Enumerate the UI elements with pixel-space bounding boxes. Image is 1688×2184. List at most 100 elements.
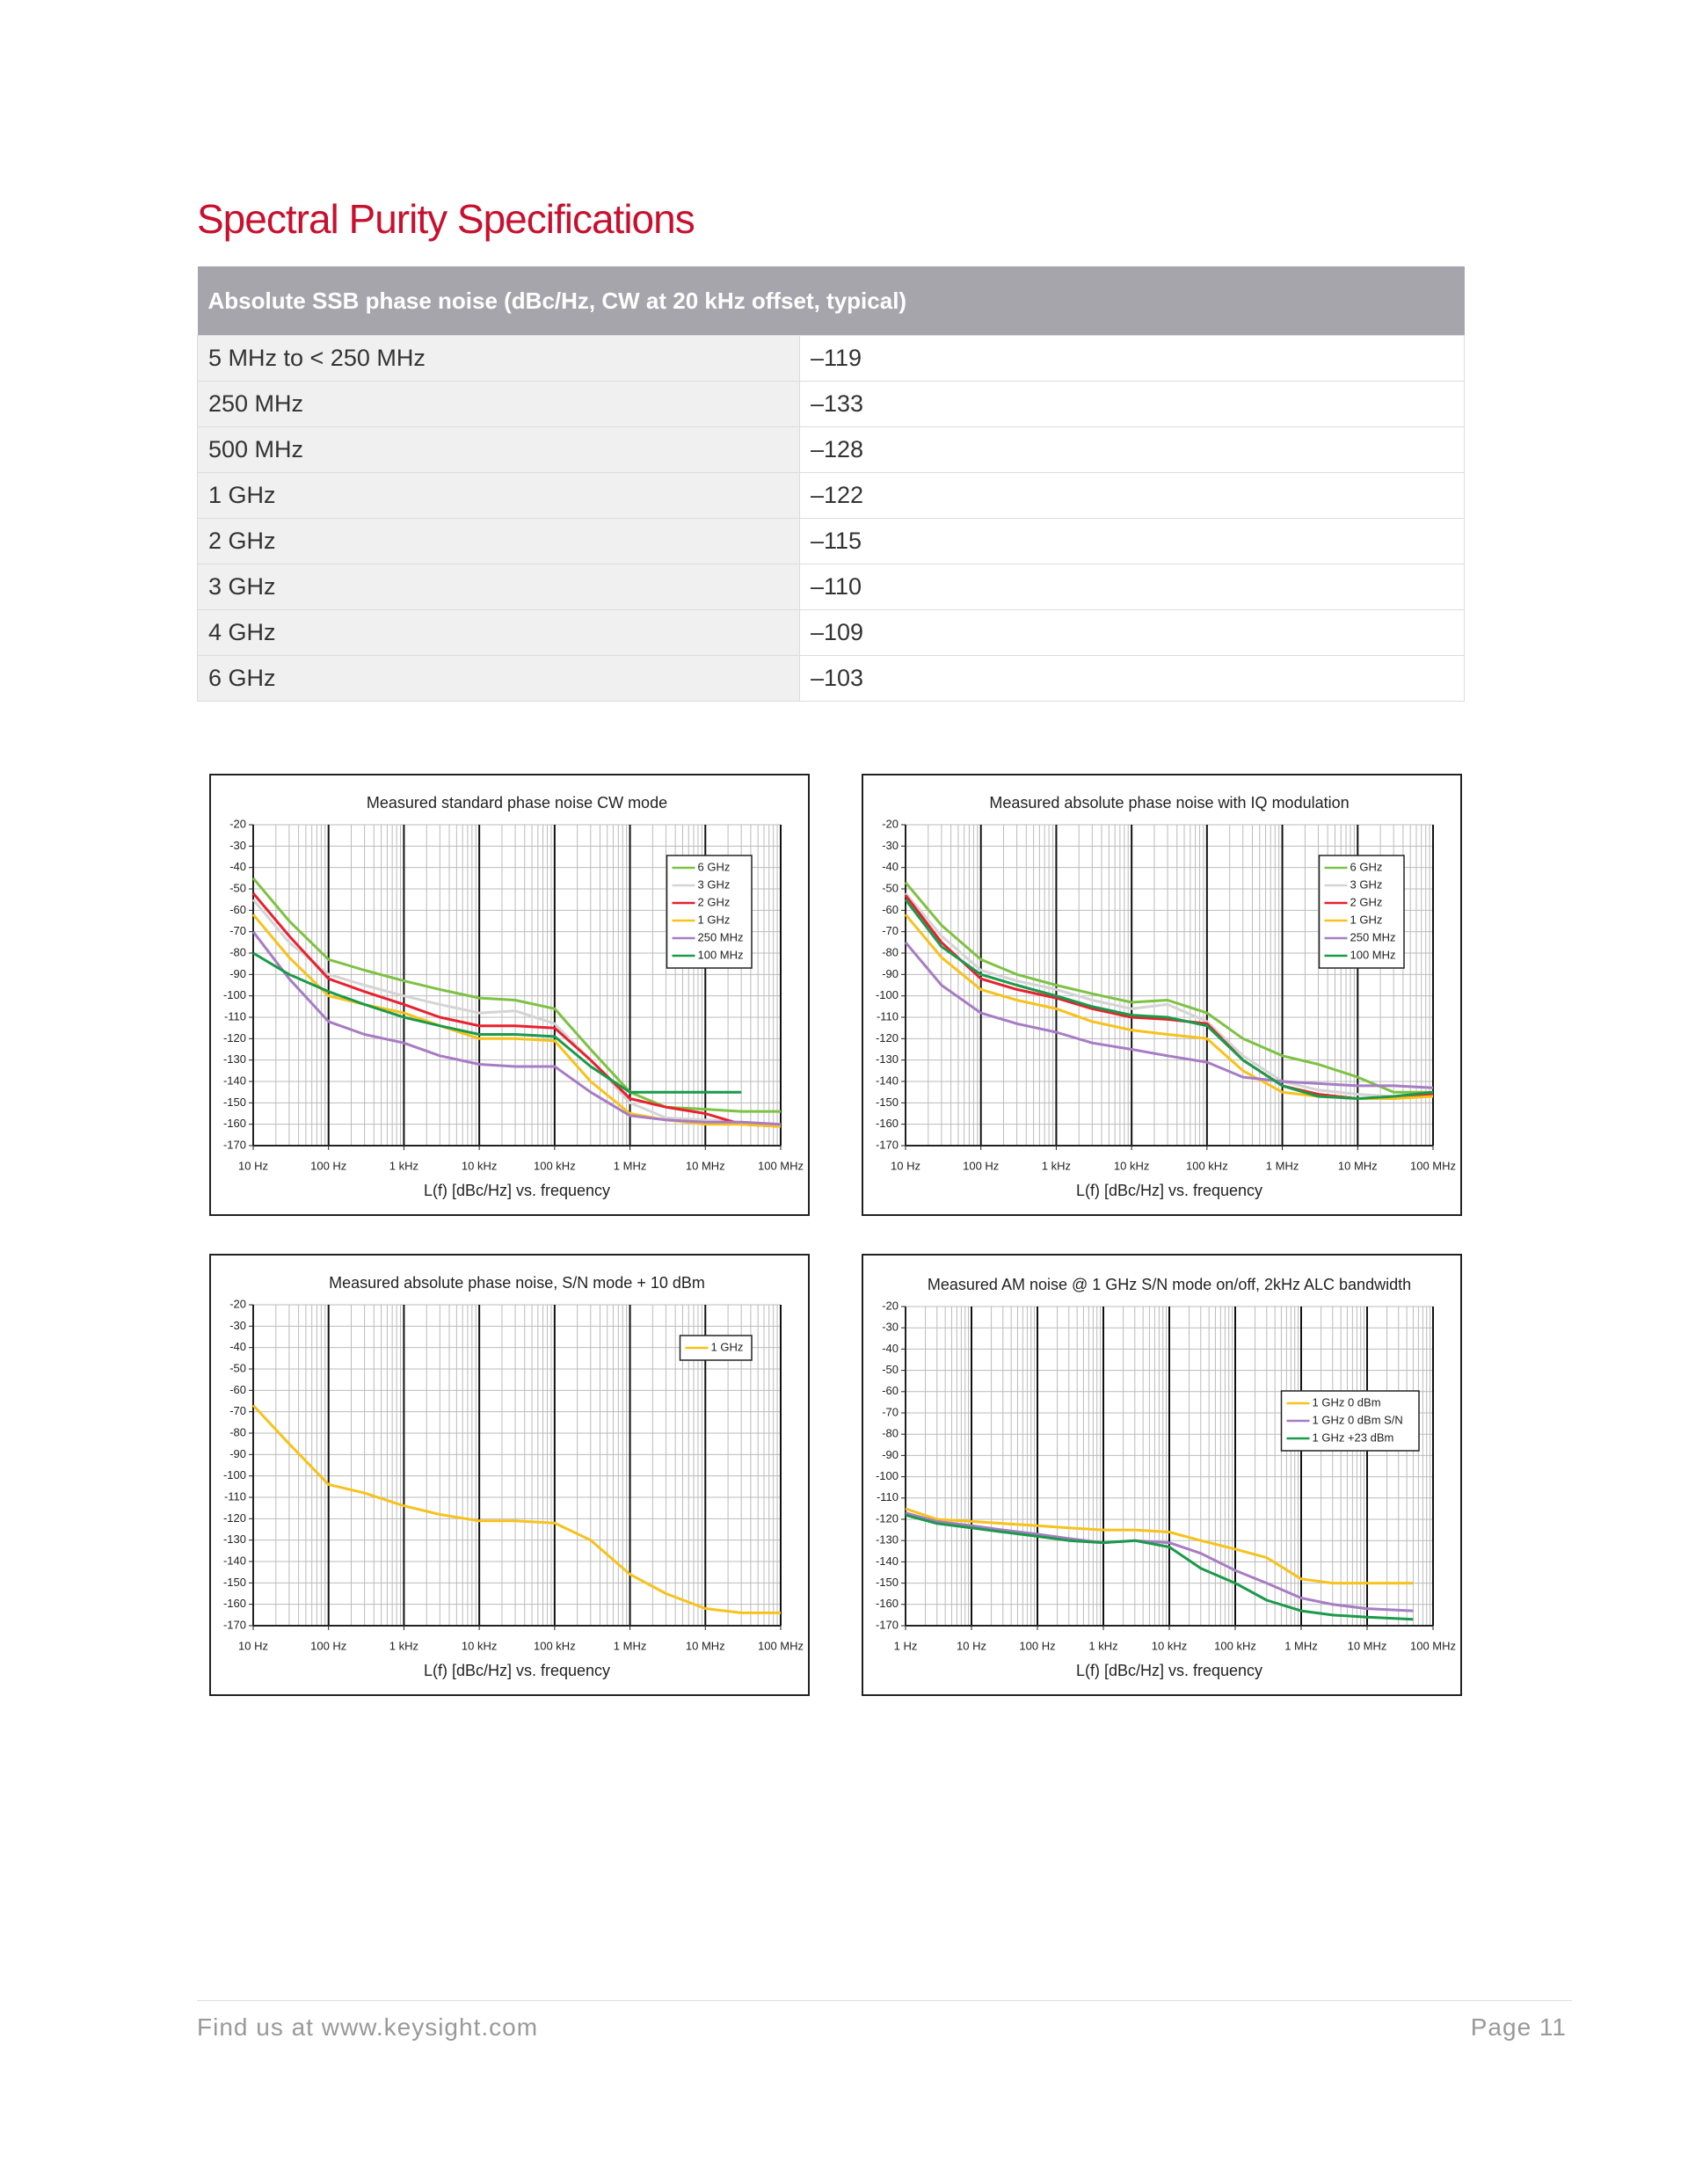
y-tick-label: -70 bbox=[229, 924, 246, 937]
y-tick-label: -170 bbox=[223, 1138, 246, 1151]
y-tick-label: -100 bbox=[223, 988, 246, 1001]
series-line bbox=[904, 892, 1434, 1098]
legend-label: 3 GHz bbox=[1350, 877, 1383, 891]
table-row: 6 GHz –103 bbox=[197, 655, 1465, 702]
y-tick-label: -130 bbox=[223, 1052, 246, 1066]
table-row: 2 GHz –115 bbox=[197, 518, 1465, 564]
chart: Measured standard phase noise CW mode -20… bbox=[209, 774, 810, 1216]
y-tick-label: -50 bbox=[882, 881, 899, 894]
x-tick-label: 100 MHz bbox=[758, 1639, 804, 1652]
value-cell: –109 bbox=[799, 609, 1465, 656]
y-tick-label: -90 bbox=[882, 1448, 899, 1461]
value-cell: –110 bbox=[799, 564, 1465, 610]
legend-box bbox=[1318, 855, 1405, 969]
legend-label: 1 GHz +23 dBm bbox=[1313, 1431, 1394, 1444]
table-row: 4 GHz –109 bbox=[197, 609, 1465, 656]
footer-rule bbox=[197, 2000, 1572, 2001]
y-tick-label: -120 bbox=[876, 1031, 899, 1045]
legend-label: 1 GHz bbox=[1350, 913, 1383, 926]
y-tick-label: -80 bbox=[882, 945, 899, 958]
y-tick-label: -120 bbox=[223, 1511, 246, 1525]
value-cell: –103 bbox=[799, 655, 1465, 702]
y-tick-label: -130 bbox=[876, 1533, 899, 1547]
chart: Measured absolute phase noise with IQ mo… bbox=[862, 774, 1462, 1216]
y-tick-label: -40 bbox=[229, 1340, 246, 1353]
series-line bbox=[251, 899, 782, 1126]
x-tick-label: 10 kHz bbox=[462, 1159, 497, 1172]
x-tick-label: 1 MHz bbox=[1266, 1159, 1299, 1172]
x-tick-label: 1 MHz bbox=[614, 1159, 647, 1172]
y-tick-label: -70 bbox=[229, 1404, 246, 1417]
series-line bbox=[251, 914, 782, 1128]
y-tick-label: -100 bbox=[876, 988, 899, 1001]
x-axis-label: L(f) [dBc/Hz] vs. frequency bbox=[1076, 1662, 1262, 1679]
frequency-cell: 500 MHz bbox=[197, 426, 800, 473]
y-tick-label: -70 bbox=[882, 924, 899, 937]
table-row: 500 MHz –128 bbox=[197, 426, 1465, 473]
x-tick-label: 1 kHz bbox=[389, 1159, 418, 1172]
y-tick-label: -140 bbox=[223, 1074, 246, 1087]
legend-label: 2 GHz bbox=[698, 895, 731, 908]
x-tick-label: 1 Hz bbox=[894, 1639, 918, 1652]
x-tick-label: 1 kHz bbox=[389, 1639, 418, 1652]
y-tick-label: -90 bbox=[229, 1447, 246, 1460]
x-tick-label: 10 kHz bbox=[1114, 1159, 1149, 1172]
series-line bbox=[251, 877, 781, 1113]
series-line bbox=[904, 941, 1434, 1089]
legend-label: 250 MHz bbox=[1350, 930, 1396, 943]
x-tick-label: 100 Hz bbox=[310, 1159, 346, 1172]
chart-frame bbox=[862, 1254, 1462, 1696]
x-axis-label: L(f) [dBc/Hz] vs. frequency bbox=[424, 1182, 610, 1199]
y-tick-label: -40 bbox=[229, 860, 246, 873]
legend-label: 6 GHz bbox=[1350, 860, 1383, 873]
frequency-cell: 250 MHz bbox=[197, 381, 800, 427]
legend-label: 100 MHz bbox=[1350, 948, 1396, 961]
chart-title: Measured standard phase noise CW mode bbox=[367, 794, 667, 812]
y-tick-label: -30 bbox=[882, 839, 899, 852]
x-tick-label: 10 Hz bbox=[238, 1639, 268, 1652]
value-cell: –115 bbox=[799, 518, 1465, 564]
table-body: 5 MHz to < 250 MHz –119 250 MHz –133 500 MHz… bbox=[197, 335, 1465, 702]
y-tick-label: -150 bbox=[876, 1576, 899, 1589]
series-line bbox=[251, 892, 782, 1128]
x-tick-label: 100 Hz bbox=[963, 1159, 999, 1172]
table-row: 3 GHz –110 bbox=[197, 564, 1465, 610]
value-cell: –133 bbox=[799, 381, 1465, 427]
chart-frame bbox=[209, 1254, 810, 1696]
table-row: 5 MHz to < 250 MHz –119 bbox=[197, 335, 1465, 382]
frequency-cell: 4 GHz bbox=[197, 609, 800, 656]
x-tick-label: 10 MHz bbox=[686, 1159, 725, 1172]
x-tick-label: 10 Hz bbox=[957, 1639, 986, 1652]
y-tick-label: -50 bbox=[882, 1363, 899, 1376]
legend-label: 1 GHz 0 dBm bbox=[1313, 1395, 1381, 1409]
x-tick-label: 10 Hz bbox=[891, 1159, 920, 1172]
chart-title: Measured absolute phase noise with IQ mo… bbox=[989, 794, 1349, 812]
y-tick-label: -170 bbox=[876, 1618, 899, 1631]
legend-label: 1 GHz bbox=[711, 1340, 744, 1353]
x-tick-label: 100 Hz bbox=[1019, 1639, 1055, 1652]
legend: 6 GHz 3 GHz 2 GHz 1 GHz 250 MHz 100 MHz bbox=[666, 855, 753, 969]
spec-table: Absolute SSB phase noise (dBc/Hz, CW at … bbox=[197, 266, 1465, 702]
legend-label: 1 GHz 0 dBm S/N bbox=[1313, 1413, 1403, 1426]
y-tick-label: -110 bbox=[877, 1490, 899, 1503]
y-tick-label: -100 bbox=[223, 1468, 246, 1481]
y-tick-label: -30 bbox=[882, 1321, 899, 1334]
x-tick-label: 100 kHz bbox=[534, 1159, 576, 1172]
y-tick-label: -60 bbox=[882, 903, 899, 916]
chart: Measured absolute phase noise, S/N mode … bbox=[209, 1254, 810, 1696]
y-tick-label: -140 bbox=[876, 1074, 899, 1087]
y-tick-label: -120 bbox=[876, 1511, 899, 1525]
legend-label: 1 GHz bbox=[698, 913, 731, 926]
chart: Measured AM noise @ 1 GHz S/N mode on/of… bbox=[862, 1254, 1462, 1696]
x-tick-label: 100 kHz bbox=[534, 1639, 576, 1652]
x-tick-label: 100 kHz bbox=[1214, 1639, 1256, 1652]
value-cell: –128 bbox=[799, 426, 1465, 473]
frequency-cell: 6 GHz bbox=[197, 655, 800, 702]
x-tick-label: 10 kHz bbox=[462, 1639, 497, 1652]
page-title: Spectral Purity Specifications bbox=[197, 196, 695, 242]
series-line bbox=[905, 1507, 1414, 1585]
y-tick-label: -30 bbox=[229, 839, 246, 852]
legend-label: 6 GHz bbox=[698, 860, 731, 873]
x-tick-label: 10 kHz bbox=[1152, 1639, 1187, 1652]
legend-box bbox=[666, 855, 753, 969]
